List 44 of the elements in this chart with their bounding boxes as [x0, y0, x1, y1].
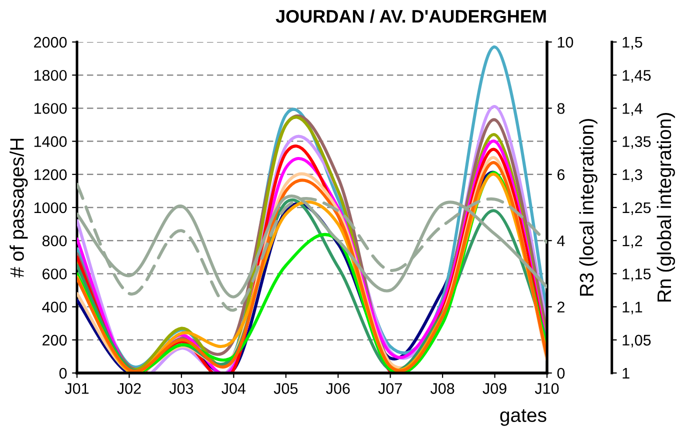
y3-tick-label: 1,05	[622, 334, 651, 348]
y-tick-label: 2000	[34, 36, 67, 48]
y3-tick-label: 1,1	[622, 302, 642, 314]
y2-tick-label: 6	[558, 169, 565, 180]
y3-tick-label: 1,2	[622, 235, 642, 248]
y3-tick-label: 1,25	[622, 202, 651, 215]
y-tick-label: 400	[42, 302, 67, 312]
y3-tick-label: 1,45	[622, 70, 651, 83]
x-tick-label: J04	[222, 383, 246, 394]
y2-tick-label: 2	[557, 302, 564, 312]
y-tick-label: 600	[42, 268, 67, 280]
y-tick-label: 0	[59, 368, 67, 379]
y-tick-label: 200	[42, 334, 67, 346]
x-tick-label: J01	[64, 383, 89, 394]
y-tick-label: 1000	[34, 202, 67, 214]
y-tick-label: 1600	[34, 103, 67, 114]
y-tick-label: 1200	[34, 169, 67, 180]
y-tick-label: 800	[42, 235, 67, 246]
x-axis-title: gates	[500, 409, 546, 426]
y3-tick-label: 1,4	[622, 103, 642, 116]
y-axis-title: # of passages/H	[10, 138, 28, 278]
x-tick-label: J08	[430, 383, 454, 394]
y3-tick-label: 1,35	[622, 136, 651, 149]
y3-axis-title: Rn (global integration)	[656, 113, 675, 302]
x-tick-label: J06	[326, 383, 350, 394]
y2-tick-label: 10	[558, 36, 574, 48]
line-series	[77, 182, 547, 312]
y2-tick-label: 8	[557, 103, 565, 114]
y-tick-label: 1800	[34, 70, 67, 81]
y3-tick-label: 1,15	[622, 268, 651, 282]
chart-title: JOURDAN / AV. D'AUDERGHEM	[276, 9, 546, 23]
x-tick-label: J10	[534, 383, 559, 394]
x-tick-label: J05	[274, 383, 298, 394]
y3-tick-label: 1	[622, 368, 630, 379]
x-tick-label: J09	[482, 383, 506, 394]
x-tick-label: J07	[378, 383, 402, 394]
y2-axis-title: R3 (local integration)	[579, 119, 598, 296]
y3-tick-label: 1,3	[622, 169, 642, 182]
y2-tick-label: 0	[557, 368, 565, 379]
y-tick-label: 1400	[34, 136, 67, 147]
y3-tick-label: 1,5	[622, 37, 642, 50]
x-tick-label: J03	[169, 383, 194, 394]
x-tick-label: J02	[117, 383, 141, 394]
y2-tick-label: 4	[557, 236, 565, 246]
